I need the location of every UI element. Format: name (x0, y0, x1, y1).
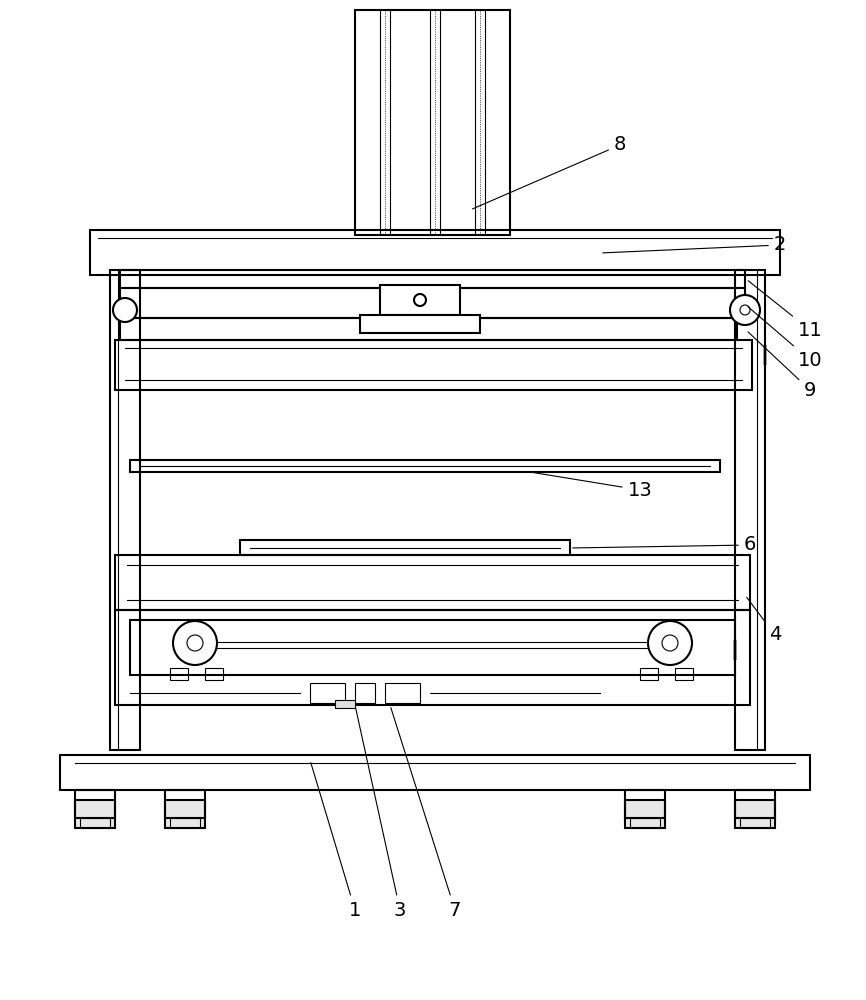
Circle shape (648, 621, 692, 665)
Bar (735, 790, 775, 818)
Circle shape (730, 295, 760, 325)
Bar (675, 668, 693, 680)
Circle shape (662, 635, 678, 651)
Bar (355, 10, 510, 235)
Bar (630, 818, 660, 828)
Bar (80, 818, 110, 828)
Circle shape (414, 294, 426, 306)
Bar (115, 610, 750, 705)
Bar (120, 270, 745, 288)
Bar (115, 340, 752, 390)
Bar (310, 683, 345, 703)
Bar (640, 668, 658, 680)
Bar (385, 683, 420, 703)
Bar (130, 460, 720, 472)
Bar (120, 288, 745, 318)
Bar (60, 755, 810, 790)
Text: 11: 11 (748, 281, 823, 340)
Bar (115, 555, 750, 610)
Bar (90, 230, 780, 275)
Bar (360, 315, 480, 333)
Bar (120, 318, 737, 340)
Bar (130, 620, 735, 675)
Bar (335, 700, 355, 708)
Text: 3: 3 (356, 708, 406, 920)
Text: 8: 8 (473, 135, 626, 209)
Bar (165, 790, 205, 818)
Bar (75, 790, 115, 818)
Bar (110, 270, 140, 750)
Circle shape (173, 621, 217, 665)
Text: 7: 7 (391, 708, 462, 920)
Bar (170, 668, 188, 680)
Circle shape (113, 298, 137, 322)
Text: 6: 6 (572, 536, 756, 554)
Bar (625, 800, 665, 828)
Bar (380, 285, 460, 315)
Circle shape (187, 635, 203, 651)
Bar (205, 668, 223, 680)
Bar (75, 800, 115, 828)
Bar (735, 800, 775, 828)
Bar (165, 800, 205, 828)
Bar (625, 790, 665, 818)
Text: 2: 2 (603, 235, 786, 254)
Bar (740, 818, 770, 828)
Circle shape (740, 305, 750, 315)
Text: 13: 13 (533, 472, 652, 499)
Text: 4: 4 (746, 597, 781, 645)
Text: 1: 1 (311, 763, 361, 920)
Bar (735, 270, 765, 750)
Text: 10: 10 (748, 307, 823, 369)
Bar (355, 683, 375, 703)
Text: 9: 9 (748, 332, 816, 399)
Bar (240, 540, 570, 555)
Bar (170, 818, 200, 828)
